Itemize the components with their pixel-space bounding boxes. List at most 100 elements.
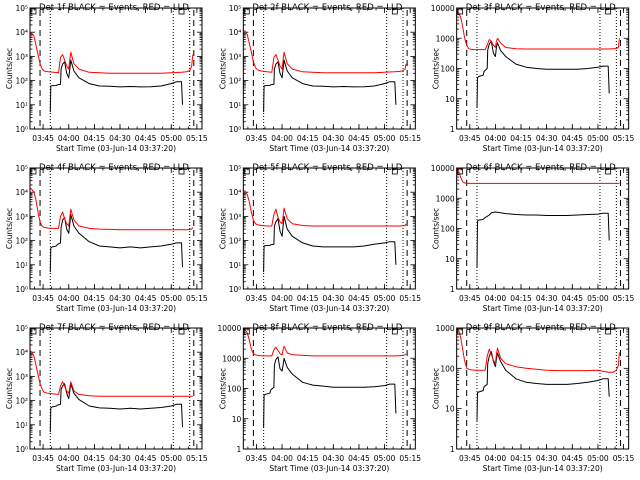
x-tick-label: 04:00: [271, 134, 293, 143]
plot-frame: [242, 167, 416, 290]
y-tick-label: 10⁴: [15, 348, 28, 357]
y-tick-label: 10⁵: [229, 164, 242, 173]
x-tick-label: 04:00: [485, 294, 507, 303]
y-axis-label: Counts/sec: [432, 368, 441, 409]
series-events-line: [263, 356, 397, 428]
y-tick-label: 1000: [222, 354, 241, 363]
x-tick-label: 04:15: [297, 134, 319, 143]
x-tick-label: 05:15: [613, 294, 635, 303]
series-lld-line: [29, 31, 194, 74]
y-tick-label: 10⁰: [15, 445, 28, 454]
flag-box-left: [243, 328, 250, 335]
y-tick-label: 10¹: [229, 261, 242, 270]
x-axis-label: Start Time (03-Jun-14 03:37:20): [56, 304, 176, 313]
x-tick-label: 04:45: [348, 454, 370, 463]
flag-box-left: [243, 8, 250, 15]
x-tick-label: 03:45: [459, 134, 481, 143]
x-axis-label: Start Time (03-Jun-14 03:37:20): [483, 464, 603, 473]
series-events-line: [49, 383, 183, 433]
x-tick-label: 03:45: [32, 294, 54, 303]
x-tick-label: 04:30: [109, 294, 131, 303]
x-axis-label: Start Time (03-Jun-14 03:37:20): [269, 304, 389, 313]
flag-box-right: [605, 328, 612, 335]
y-tick-label: 10⁴: [229, 28, 242, 37]
y-axis-label: Counts/sec: [218, 208, 227, 249]
x-tick-label: 04:00: [271, 294, 293, 303]
flag-box-right: [391, 8, 398, 15]
series-events-line: [263, 59, 397, 113]
x-tick-label: 04:00: [58, 294, 80, 303]
panel-det-4: Det 4f BLACK = Events, RED = LLDCounts/s…: [5, 163, 208, 313]
x-tick-label: 04:15: [84, 454, 106, 463]
x-tick-label: 05:15: [399, 294, 421, 303]
flag-box-right: [178, 328, 185, 335]
y-tick-label: 10⁵: [15, 4, 28, 13]
x-tick-label: 04:30: [323, 294, 345, 303]
x-tick-label: 05:00: [160, 294, 182, 303]
panel-det-5: Det 5f BLACK = Events, RED = LLDCounts/s…: [218, 163, 421, 313]
x-tick-label: 04:30: [109, 454, 131, 463]
x-tick-label: 04:45: [561, 134, 583, 143]
x-tick-label: 05:00: [374, 134, 396, 143]
x-tick-label: 05:15: [613, 134, 635, 143]
series-events-line: [476, 351, 610, 421]
series-lld-line: [243, 189, 407, 227]
x-tick-label: 04:45: [348, 294, 370, 303]
plot-frame: [456, 7, 630, 130]
y-tick-label: 1: [450, 285, 455, 294]
x-tick-label: 04:00: [58, 454, 80, 463]
y-tick-label: 10¹: [229, 101, 242, 110]
series-lld-line: [456, 10, 620, 51]
y-axis-label: Counts/sec: [432, 208, 441, 249]
plot-frame: [242, 327, 416, 450]
flag-box-left: [30, 8, 37, 15]
x-tick-label: 04:15: [84, 134, 106, 143]
y-tick-label: 10¹: [15, 101, 28, 110]
panel-det-3: Det 3f BLACK = Events, RED = LLDCounts/s…: [431, 3, 635, 153]
panel-det-7: Det 7f BLACK = Events, RED = LLDCounts/s…: [5, 323, 208, 473]
x-tick-label: 04:15: [297, 294, 319, 303]
y-axis-label: Counts/sec: [5, 368, 14, 409]
y-tick-label: 10000: [217, 324, 241, 333]
x-tick-label: 05:00: [160, 454, 182, 463]
x-axis-label: Start Time (03-Jun-14 03:37:20): [56, 144, 176, 153]
x-tick-label: 05:15: [399, 454, 421, 463]
x-tick-label: 04:15: [297, 454, 319, 463]
flag-box-left: [30, 328, 37, 335]
y-axis-label: Counts/sec: [5, 208, 14, 249]
flag-box-left: [457, 328, 464, 335]
y-axis-label: Counts/sec: [218, 368, 227, 409]
x-tick-label: 04:30: [323, 454, 345, 463]
y-tick-label: 100: [440, 225, 455, 234]
y-tick-label: 10⁵: [15, 324, 28, 333]
plot-frame: [242, 7, 416, 130]
y-tick-label: 10000: [431, 164, 455, 173]
series-lld-line: [456, 167, 620, 184]
x-tick-label: 05:15: [613, 454, 635, 463]
series-lld-line: [456, 327, 620, 373]
panel-det-2: Det 2f BLACK = Events, RED = LLDCounts/s…: [218, 3, 421, 153]
series-events-line: [263, 215, 397, 273]
x-tick-label: 03:45: [459, 454, 481, 463]
x-axis-label: Start Time (03-Jun-14 03:37:20): [483, 144, 603, 153]
y-tick-label: 10³: [15, 372, 28, 381]
y-tick-label: 1: [450, 445, 455, 454]
panel-det-9: Det 9f BLACK = Events, RED = LLDCounts/s…: [432, 323, 635, 473]
y-tick-label: 10: [232, 415, 242, 424]
x-tick-label: 03:45: [246, 454, 268, 463]
y-tick-label: 1000: [436, 324, 455, 333]
x-tick-label: 03:45: [459, 294, 481, 303]
y-tick-label: 10000: [431, 4, 455, 13]
series-lld-line: [29, 349, 193, 397]
flag-box-left: [243, 168, 250, 175]
x-axis-label: Start Time (03-Jun-14 03:37:20): [483, 304, 603, 313]
y-axis-label: Counts/sec: [432, 48, 441, 89]
y-tick-label: 1: [450, 125, 455, 134]
plot-frame: [456, 167, 630, 290]
x-tick-label: 05:00: [374, 294, 396, 303]
x-tick-label: 05:15: [186, 294, 208, 303]
x-tick-label: 04:45: [348, 134, 370, 143]
x-axis-label: Start Time (03-Jun-14 03:37:20): [56, 464, 176, 473]
flag-box-right: [391, 328, 398, 335]
